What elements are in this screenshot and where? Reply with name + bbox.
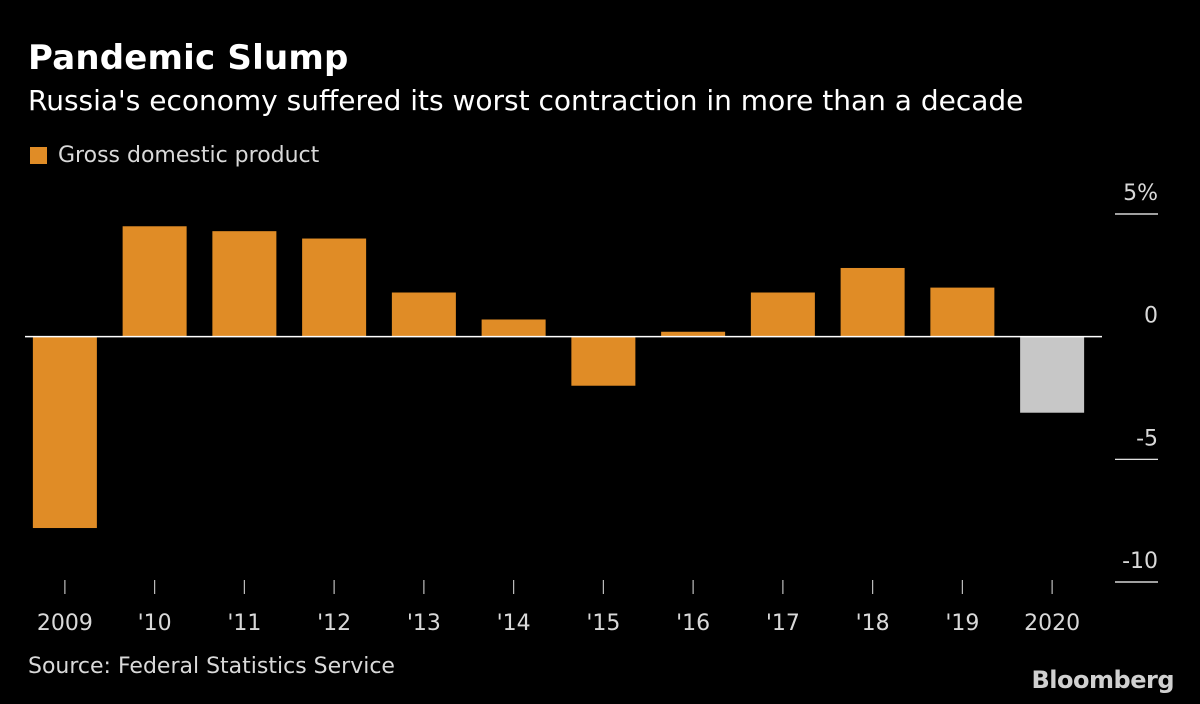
y-tick-label-0: 5%	[1123, 181, 1158, 206]
bar-1	[122, 226, 187, 337]
bar-8	[750, 292, 815, 337]
bar-0	[32, 336, 97, 529]
bar-5	[481, 319, 546, 337]
chart-subtitle: Russia's economy suffered its worst cont…	[28, 84, 1024, 117]
bar-9	[840, 267, 905, 337]
bar-3	[302, 238, 367, 337]
bar-6	[571, 336, 636, 386]
x-tick-label-9: '18	[856, 611, 890, 636]
legend-label: Gross domestic product	[58, 143, 320, 168]
legend-swatch	[30, 147, 47, 164]
x-tick-label-6: '15	[586, 611, 620, 636]
bar-11	[1020, 336, 1085, 413]
bar-4	[391, 292, 456, 337]
bloomberg-logo: Bloomberg	[1031, 666, 1175, 694]
y-tick-label-3: -10	[1122, 549, 1158, 574]
x-tick-label-8: '17	[766, 611, 800, 636]
x-tick-label-5: '14	[497, 611, 531, 636]
x-tick-label-10: '19	[945, 611, 979, 636]
bar-7	[661, 331, 726, 337]
x-tick-label-4: '13	[407, 611, 441, 636]
x-tick-label-1: '10	[138, 611, 172, 636]
x-tick-label-7: '16	[676, 611, 710, 636]
x-tick-label-11: 2020	[1024, 611, 1080, 636]
legend: Gross domestic product	[30, 143, 319, 168]
bar-2	[212, 231, 277, 337]
x-tick-label-0: 2009	[37, 611, 93, 636]
bar-10	[930, 287, 995, 337]
x-tick-label-2: '11	[227, 611, 261, 636]
y-tick-label-2: -5	[1136, 426, 1158, 451]
chart-title: Pandemic Slump	[28, 38, 349, 78]
source-note: Source: Federal Statistics Service	[28, 654, 395, 679]
y-tick-label-1: 0	[1144, 304, 1158, 329]
x-tick-label-3: '12	[317, 611, 351, 636]
